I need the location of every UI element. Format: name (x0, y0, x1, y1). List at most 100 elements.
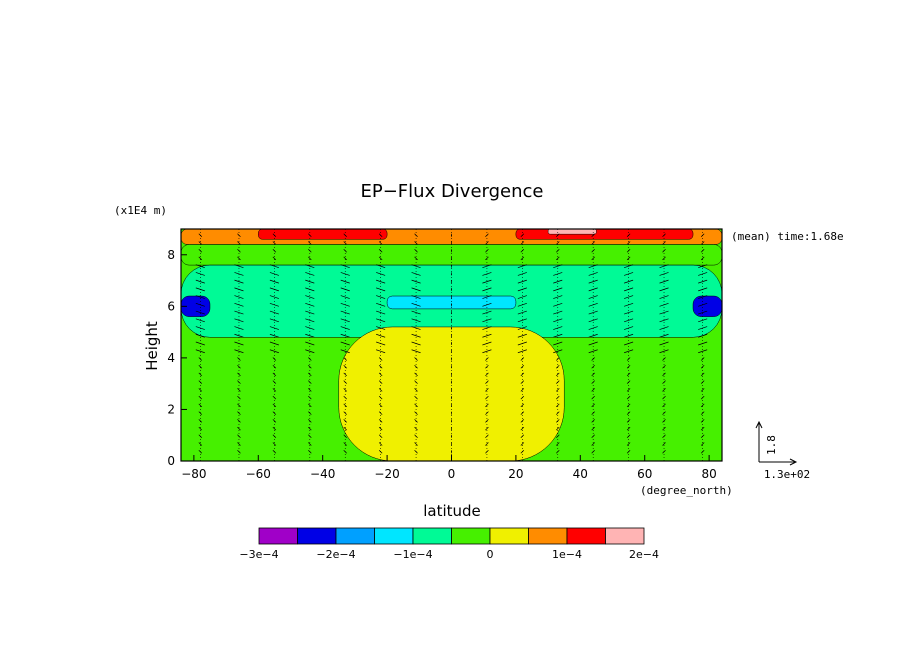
ep-flux-arrow (308, 395, 312, 400)
ep-flux-arrow (698, 310, 708, 315)
ep-flux-arrow (376, 310, 386, 315)
x-tick-label: −80 (181, 467, 206, 481)
ep-flux-arrow (308, 233, 312, 237)
ep-flux-arrow (305, 264, 315, 268)
ep-flux-arrow (198, 388, 203, 392)
ep-flux-arrow (237, 256, 241, 261)
ep-flux-arrow (272, 419, 277, 423)
ep-flux-arrow (343, 403, 347, 408)
ep-flux-arrow (626, 434, 631, 439)
ep-flux-arrow (698, 295, 708, 299)
colorbar-swatch (335, 527, 375, 545)
colorbar-swatch (528, 527, 568, 545)
ep-flux-arrow (482, 349, 492, 354)
ep-flux-arrow (626, 380, 631, 384)
ep-flux-arrow (624, 318, 634, 323)
ep-flux-arrow (698, 349, 708, 354)
ep-flux-arrow (414, 241, 418, 245)
vector-ref-x-label: 1.3e+02 (764, 468, 810, 481)
ep-flux-arrow (414, 357, 418, 361)
ep-flux-arrow (414, 426, 418, 431)
ep-flux-arrow (520, 233, 525, 237)
ep-flux-arrow (308, 241, 312, 245)
ep-flux-arrow (520, 357, 525, 361)
ep-flux-arrow (591, 357, 595, 361)
ep-flux-arrow (272, 403, 277, 408)
ep-flux-arrow (520, 442, 525, 446)
ep-flux-arrow (485, 372, 489, 377)
ep-flux-arrow (378, 380, 383, 384)
ep-flux-arrow (308, 419, 312, 423)
ep-flux-arrow (308, 442, 312, 446)
ep-flux-arrow (659, 295, 669, 299)
ep-flux-arrow (520, 380, 525, 384)
ep-flux-arrow (482, 279, 492, 284)
ep-flux-arrow (308, 388, 312, 392)
ep-flux-arrow (198, 395, 203, 400)
colorbar-swatch (374, 527, 414, 545)
ep-flux-arrow (340, 333, 350, 338)
ep-flux-arrow (624, 287, 634, 292)
ep-flux-arrow (308, 380, 312, 384)
ep-flux-arrow (269, 349, 279, 354)
ep-flux-arrow (414, 364, 418, 369)
ep-flux-arrow (662, 256, 666, 261)
ep-flux-arrow (588, 333, 598, 338)
contour-region (338, 326, 565, 461)
ep-flux-arrow (269, 295, 279, 299)
ep-flux-arrow (308, 357, 312, 361)
ep-flux-arrow (340, 295, 350, 299)
ep-flux-arrow (662, 241, 666, 245)
ep-flux-arrow (340, 303, 350, 307)
colorbar-swatch (451, 527, 491, 545)
ep-flux-arrow (588, 326, 598, 330)
ep-flux-arrow (482, 303, 492, 307)
ep-flux-arrow (376, 303, 386, 307)
ep-flux-arrow (234, 303, 244, 307)
ep-flux-arrow (378, 442, 383, 446)
ep-flux-arrow (556, 442, 560, 446)
ep-flux-arrow (378, 357, 383, 361)
y-tick-label: 6 (167, 299, 175, 313)
ep-flux-arrow (588, 272, 598, 276)
y-tick-label: 4 (167, 351, 175, 365)
ep-flux-arrow (343, 372, 347, 377)
ep-flux-arrow (343, 357, 347, 361)
ep-flux-arrow (308, 450, 312, 454)
ep-flux-arrow (378, 419, 383, 423)
ep-flux-arrow (198, 434, 203, 439)
ep-flux-arrow (234, 287, 244, 292)
ep-flux-arrow (269, 279, 279, 284)
ep-flux-arrow (517, 333, 527, 338)
ep-flux-arrow (624, 341, 634, 346)
ep-flux-arrow (272, 372, 277, 377)
ep-flux-arrow (698, 287, 708, 292)
ep-flux-arrow (378, 426, 383, 431)
ep-flux-arrow (234, 272, 244, 276)
ep-flux-arrow (626, 395, 631, 400)
ep-flux-arrow (591, 419, 595, 423)
ep-flux-vector-field (195, 229, 708, 461)
ep-flux-arrow (411, 326, 421, 330)
ep-flux-arrow (414, 380, 418, 384)
ep-flux-arrow (237, 395, 241, 400)
ep-flux-arrow (308, 434, 312, 439)
ep-flux-arrow (485, 395, 489, 400)
ep-flux-arrow (305, 326, 315, 330)
ep-flux-arrow (234, 341, 244, 346)
ep-flux-arrow (485, 388, 489, 392)
ep-flux-arrow (343, 241, 347, 245)
ep-flux-arrow (517, 310, 527, 315)
ep-flux-arrow (237, 426, 241, 431)
ep-flux-arrow (624, 333, 634, 338)
ep-flux-arrow (553, 272, 563, 276)
time-annotation: (mean) time:1.68e (731, 230, 844, 243)
ep-flux-arrow (553, 349, 563, 354)
ep-flux-arrow (411, 341, 421, 346)
ep-flux-arrow (517, 264, 527, 268)
ep-flux-arrow (198, 442, 203, 446)
ep-flux-arrow (556, 426, 560, 431)
ep-flux-arrow (272, 248, 277, 253)
ep-flux-arrow (485, 364, 489, 369)
ep-flux-arrow (272, 241, 277, 245)
